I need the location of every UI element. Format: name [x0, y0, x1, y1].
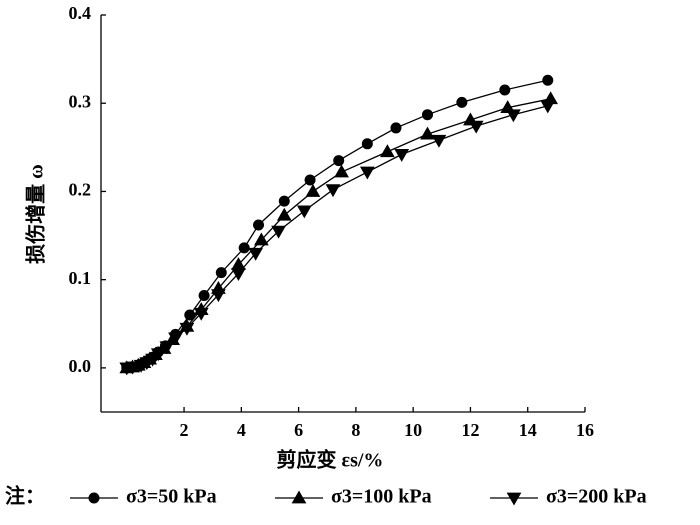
data-point	[305, 183, 321, 197]
data-point	[198, 290, 210, 302]
data-point	[380, 144, 395, 158]
data-point	[238, 242, 250, 254]
x-tick-label: 8	[351, 420, 360, 440]
y-tick-label: 0.2	[69, 180, 92, 200]
data-point	[304, 174, 316, 186]
data-point	[325, 184, 341, 198]
data-point	[150, 348, 166, 362]
data-point	[271, 225, 286, 239]
x-tick-label: 10	[404, 420, 422, 440]
legend-title: 注：	[5, 484, 45, 508]
data-point	[431, 134, 447, 148]
data-point	[159, 341, 175, 355]
data-point	[278, 195, 290, 207]
legend-marker	[291, 490, 307, 504]
data-point	[394, 149, 410, 162]
data-point	[542, 74, 554, 86]
y-axis-label: 损伤增量 ω	[24, 164, 48, 264]
legend-marker	[506, 492, 522, 506]
data-point	[215, 267, 227, 279]
data-point	[179, 322, 195, 336]
data-point	[506, 109, 521, 123]
data-point	[193, 307, 209, 321]
data-point	[253, 219, 265, 231]
y-tick-label: 0.0	[69, 356, 92, 376]
y-tick-label: 0.4	[69, 3, 92, 23]
y-tick-label: 0.3	[69, 91, 92, 111]
legend-label: σ3=50 kPa	[126, 486, 217, 508]
data-point	[145, 353, 160, 367]
data-point	[421, 109, 433, 121]
data-point	[248, 247, 264, 261]
data-point	[359, 166, 375, 180]
x-tick-label: 14	[519, 420, 537, 440]
data-point	[361, 138, 373, 150]
data-point	[390, 122, 402, 134]
data-point	[499, 84, 511, 96]
x-tick-label: 12	[461, 420, 479, 440]
x-tick-label: 6	[294, 420, 303, 440]
data-point	[211, 289, 226, 303]
data-point	[333, 155, 345, 167]
data-point	[296, 205, 312, 219]
y-tick-label: 0.1	[69, 268, 92, 288]
data-point	[168, 332, 183, 346]
data-point	[540, 100, 556, 114]
data-point	[254, 232, 269, 246]
x-tick-label: 16	[576, 420, 594, 440]
data-point	[231, 268, 246, 281]
legend-label: σ3=200 kPa	[546, 486, 647, 508]
legend-label: σ3=100 kPa	[331, 486, 432, 508]
data-point	[420, 126, 435, 140]
data-point	[125, 361, 140, 375]
data-point	[276, 207, 292, 221]
x-axis-label: 剪应变 εs/%	[277, 448, 384, 472]
x-tick-label: 2	[180, 420, 189, 440]
legend-marker	[88, 492, 100, 504]
data-point	[468, 120, 484, 134]
data-point	[334, 164, 349, 178]
x-tick-label: 4	[237, 420, 246, 440]
data-point	[456, 96, 468, 108]
